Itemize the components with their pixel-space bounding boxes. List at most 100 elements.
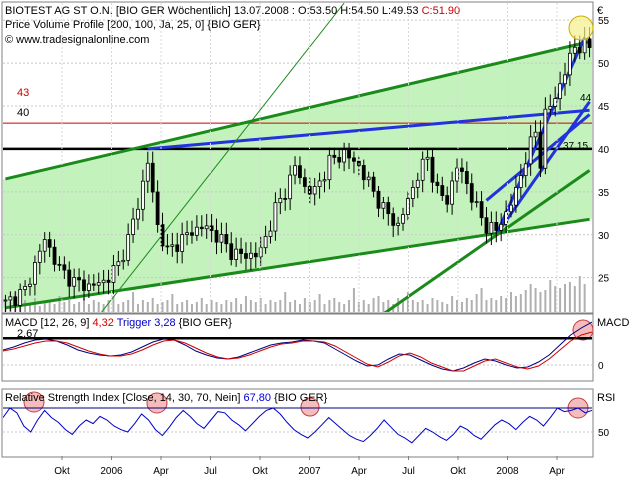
candle-body — [86, 283, 91, 291]
volume-bar — [102, 304, 105, 312]
volume-bar — [289, 302, 292, 312]
candle-body — [180, 234, 185, 252]
candle-body — [469, 183, 474, 203]
volume-bar — [583, 284, 586, 312]
volume-bar — [117, 304, 120, 312]
trend-line — [495, 100, 591, 236]
candle-body — [572, 46, 577, 54]
volume-bar — [529, 284, 532, 312]
candle-body — [533, 131, 538, 138]
candle-body — [474, 201, 479, 204]
macd-lines — [3, 321, 592, 372]
candle-body — [543, 108, 548, 169]
candle-body — [136, 208, 140, 220]
volume-bar — [122, 302, 125, 312]
candle-body — [278, 197, 283, 204]
volume-bar — [215, 302, 218, 312]
volume-bar — [97, 302, 100, 312]
candle-body — [175, 244, 180, 252]
trend-line — [383, 169, 591, 312]
volume-bar — [127, 300, 130, 312]
candle-body — [317, 180, 322, 187]
level-lines — [3, 122, 592, 151]
candle-body — [96, 282, 101, 286]
candle-body — [3, 299, 8, 302]
volume-bar — [348, 300, 351, 312]
candle-body — [248, 252, 253, 259]
volume-bar — [38, 306, 41, 312]
volume-profile-fill — [3, 41, 592, 309]
volume-bar — [436, 300, 439, 312]
volume-bar — [328, 300, 331, 312]
highlight-circle — [568, 15, 594, 41]
candle-body — [361, 165, 366, 181]
candle-body — [307, 186, 312, 195]
macd-y-ticks: 0 — [598, 361, 604, 372]
volume-bar — [112, 296, 115, 312]
rsi-right-label: RSI — [597, 392, 615, 404]
volume-bar — [421, 300, 424, 312]
macd-level-label: 2,67 — [17, 328, 38, 340]
volume-bar — [141, 300, 144, 312]
candle-body — [185, 232, 189, 236]
candle-body — [518, 175, 523, 188]
volume-bar — [161, 302, 164, 312]
volume-bar — [460, 302, 463, 312]
volume-bar — [63, 302, 66, 312]
candle-body — [13, 296, 18, 306]
candle-body — [268, 230, 273, 237]
candle-body — [283, 197, 288, 200]
volume-bar — [490, 298, 493, 312]
candle-body — [479, 201, 484, 219]
candle-body — [190, 232, 194, 236]
price-y-tick: 50 — [598, 59, 610, 70]
volume-bar — [387, 300, 390, 312]
candle-body — [52, 246, 57, 265]
candle-body — [77, 277, 81, 281]
volume-bar — [416, 302, 419, 312]
candle-body — [391, 213, 396, 226]
candle-body — [37, 250, 42, 263]
macd-label: MACD [12, 26, 9] 4,32 Trigger 3,28 {BIO … — [5, 317, 232, 329]
volume-bar — [451, 296, 454, 312]
volume-bar — [323, 304, 326, 312]
candle-body — [445, 195, 450, 205]
volume-bar — [382, 302, 385, 312]
candle-body — [91, 283, 96, 286]
candle-body — [499, 223, 504, 231]
volume-bar — [43, 302, 46, 312]
volume-bar — [554, 286, 557, 312]
volume-bar — [446, 304, 449, 312]
candle-body — [62, 264, 67, 271]
candle-body — [440, 185, 445, 196]
price-y-tick: 55 — [598, 16, 610, 27]
volume-bar — [28, 304, 31, 312]
candle-body — [298, 165, 302, 179]
highlight-circle — [300, 397, 320, 417]
volume-bar — [426, 304, 429, 312]
volume-bar — [559, 288, 562, 312]
candle-body — [577, 46, 582, 54]
price-y-tick: 30 — [598, 231, 610, 242]
candle-body — [234, 248, 239, 260]
candle-body — [214, 230, 219, 243]
trend-line — [5, 217, 590, 310]
macd-series-line — [3, 331, 592, 372]
volume-bar — [73, 304, 76, 312]
level-label-40: 40 — [17, 107, 29, 119]
volume-bar — [352, 288, 355, 312]
volume-bar — [568, 282, 571, 312]
trend-line — [101, 3, 345, 312]
candle-body — [406, 198, 410, 215]
volume-bar — [68, 300, 71, 312]
candle-body — [263, 236, 268, 249]
candle-body — [528, 136, 533, 165]
volume-bar — [544, 290, 547, 312]
candle-body — [568, 52, 572, 76]
candle-body — [337, 156, 342, 163]
candle-body — [401, 214, 405, 224]
candle-body — [145, 162, 150, 182]
rsi-series-line — [3, 407, 592, 444]
volume-bar — [431, 298, 434, 312]
trend-line — [5, 40, 590, 181]
